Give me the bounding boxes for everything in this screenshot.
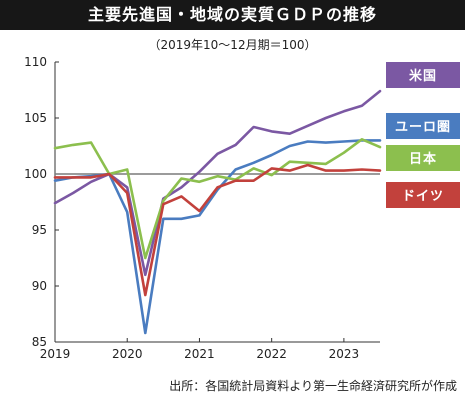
y-tick-label: 85 [32, 335, 47, 349]
chart-source: 出所：各国統計局資料より第一生命経済研究所が作成 [169, 379, 457, 393]
chart-title: 主要先進国・地域の実質ＧＤＰの推移 [0, 0, 465, 30]
y-tick-label: 100 [24, 167, 47, 181]
legend-swatch [386, 182, 460, 208]
y-tick-label: 110 [24, 55, 47, 69]
series-line-0 [53, 89, 382, 277]
series-line-3 [53, 163, 382, 297]
y-tick-label: 95 [32, 223, 47, 237]
y-tick-label: 90 [32, 279, 47, 293]
legend-label: 米国 [409, 68, 437, 84]
x-tick-label: 2022 [256, 347, 287, 361]
x-tick-label: 2023 [329, 347, 360, 361]
y-tick-label: 105 [24, 111, 47, 125]
legend-item-3: ドイツ [386, 182, 460, 208]
legend-item-0: 米国 [386, 62, 460, 88]
x-tick-label: 2019 [40, 347, 71, 361]
legend-label: 日本 [409, 151, 437, 167]
legend-swatch [386, 113, 460, 139]
series-line-1 [53, 139, 382, 335]
legend-swatch [386, 62, 460, 88]
legend-label: ドイツ [402, 189, 444, 204]
chart-subtitle: （2019年10〜12月期＝100） [148, 38, 317, 52]
legend-label: ユーロ圏 [395, 120, 451, 135]
x-tick-label: 2020 [112, 347, 143, 361]
legend-item-1: ユーロ圏 [386, 113, 460, 139]
x-tick-label: 2021 [184, 347, 215, 361]
series-line-2 [53, 138, 382, 260]
legend-item-2: 日本 [386, 145, 460, 171]
legend-swatch [386, 145, 460, 171]
